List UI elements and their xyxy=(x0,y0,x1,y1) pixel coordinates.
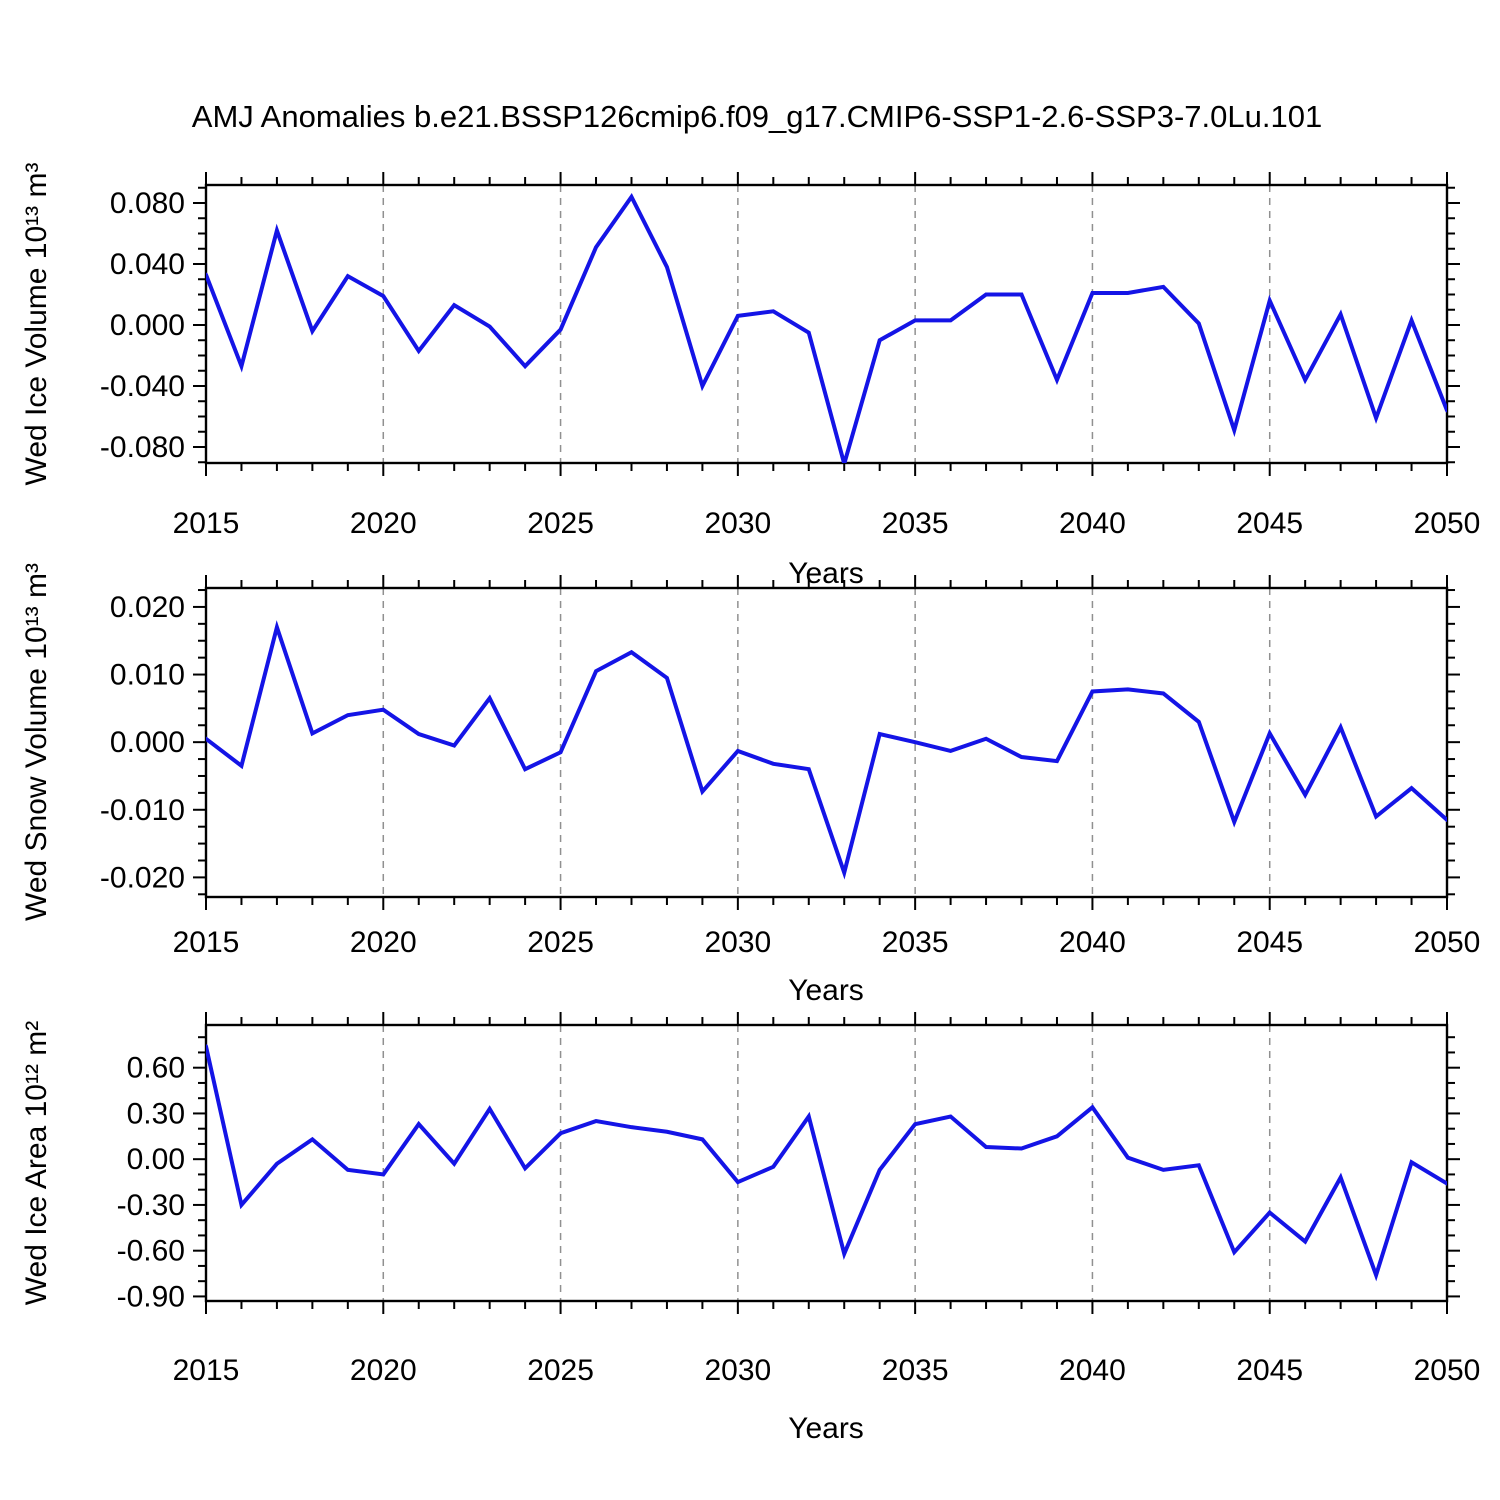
wed-ice-volume-y-tick-label: 0.000 xyxy=(110,309,185,342)
wed-snow-volume-x-tick-label: 2035 xyxy=(882,926,949,959)
snow-volume-panel: 2015 2020 2025 2030 2035 2040 2045 2050 0.020 0.0… xyxy=(100,575,1480,959)
wed-ice-area-y-tick-label: 0.00 xyxy=(127,1143,185,1176)
wed-ice-volume-y-tick-label: 0.080 xyxy=(110,187,185,220)
wed-ice-volume-x-tick-label: 2015 xyxy=(173,507,240,540)
wed-snow-volume-series-line xyxy=(206,620,1447,880)
wed-snow-volume-x-tick-label: 2050 xyxy=(1414,926,1481,959)
wed-snow-volume-y-tick-label: 0.000 xyxy=(110,726,185,759)
wed-ice-volume-x-tick-label: 2045 xyxy=(1236,507,1303,540)
wed-ice-volume-series-line xyxy=(206,193,1447,463)
snow-volume-y-axis-label: Wed Snow Volume 10¹³ m³ xyxy=(20,563,53,921)
wed-snow-volume-y-tick-label: -0.010 xyxy=(100,794,185,827)
wed-ice-area-x-tick-label: 2045 xyxy=(1236,1354,1303,1387)
ice-area-panel: 2015 2020 2025 2030 2035 2040 2045 2050 0.60 0.30… xyxy=(117,1012,1481,1387)
wed-snow-volume-x-tick-label: 2025 xyxy=(527,926,594,959)
wed-snow-volume-ticks xyxy=(193,575,1460,910)
wed-ice-volume-ticks xyxy=(193,172,1460,476)
wed-ice-area-x-tick-label: 2025 xyxy=(527,1354,594,1387)
wed-ice-volume-y-tick-label: 0.040 xyxy=(110,248,185,281)
wed-ice-area-y-tick-label: -0.90 xyxy=(117,1280,185,1313)
wed-ice-volume-x-tick-label: 2020 xyxy=(350,507,417,540)
ice-area-y-axis-label: Wed Ice Area 10¹² m² xyxy=(20,1021,53,1306)
wed-snow-volume-y-tick-label: -0.020 xyxy=(100,861,185,894)
wed-snow-volume-y-tick-label: 0.010 xyxy=(110,659,185,692)
wed-snow-volume-x-tick-label: 2045 xyxy=(1236,926,1303,959)
wed-ice-area-x-tick-label: 2015 xyxy=(173,1354,240,1387)
wed-snow-volume-y-tick-label: 0.020 xyxy=(110,591,185,624)
wed-ice-area-y-tick-label: 0.60 xyxy=(127,1052,185,1085)
wed-snow-volume-x-tick-label: 2020 xyxy=(350,926,417,959)
snow-volume-x-axis-label: Years xyxy=(788,974,864,1007)
wed-ice-volume-y-tick-label: -0.080 xyxy=(100,431,185,464)
wed-ice-area-ticks xyxy=(193,1012,1460,1314)
wed-ice-area-x-tick-label: 2030 xyxy=(704,1354,771,1387)
wed-snow-volume-x-tick-label: 2015 xyxy=(173,926,240,959)
wed-ice-volume-frame xyxy=(204,183,1449,465)
wed-ice-volume-x-tick-label: 2025 xyxy=(527,507,594,540)
chart-title: AMJ Anomalies b.e21.BSSP126cmip6.f09_g17… xyxy=(192,99,1322,134)
wed-ice-area-x-tick-label: 2040 xyxy=(1059,1354,1126,1387)
ice-volume-x-axis-label: Years xyxy=(788,557,864,590)
wed-ice-area-frame xyxy=(204,1023,1449,1303)
wed-ice-area-y-tick-label: 0.30 xyxy=(127,1097,185,1130)
wed-ice-volume-x-tick-label: 2050 xyxy=(1414,507,1481,540)
wed-ice-area-x-tick-label: 2035 xyxy=(882,1354,949,1387)
wed-ice-area-y-tick-label: -0.30 xyxy=(117,1189,185,1222)
wed-snow-volume-frame xyxy=(204,586,1449,899)
wed-snow-volume-x-tick-label: 2040 xyxy=(1059,926,1126,959)
wed-ice-volume-x-tick-label: 2030 xyxy=(704,507,771,540)
ice-volume-panel: 2015 2020 2025 2030 2035 2040 2045 2050 0.080 0.0… xyxy=(100,172,1480,540)
wed-ice-volume-y-tick-label: -0.040 xyxy=(100,370,185,403)
wed-ice-volume-x-tick-label: 2035 xyxy=(882,507,949,540)
ice-volume-y-axis-label: Wed Ice Volume 10¹³ m³ xyxy=(20,163,53,486)
wed-ice-area-y-tick-label: -0.60 xyxy=(117,1235,185,1268)
wed-ice-area-x-tick-label: 2020 xyxy=(350,1354,417,1387)
wed-ice-area-series-line xyxy=(206,1044,1447,1282)
ice-area-x-axis-label: Years xyxy=(788,1412,864,1445)
wed-ice-area-x-tick-label: 2050 xyxy=(1414,1354,1481,1387)
wed-ice-volume-x-tick-label: 2040 xyxy=(1059,507,1126,540)
wed-snow-volume-x-tick-label: 2030 xyxy=(704,926,771,959)
